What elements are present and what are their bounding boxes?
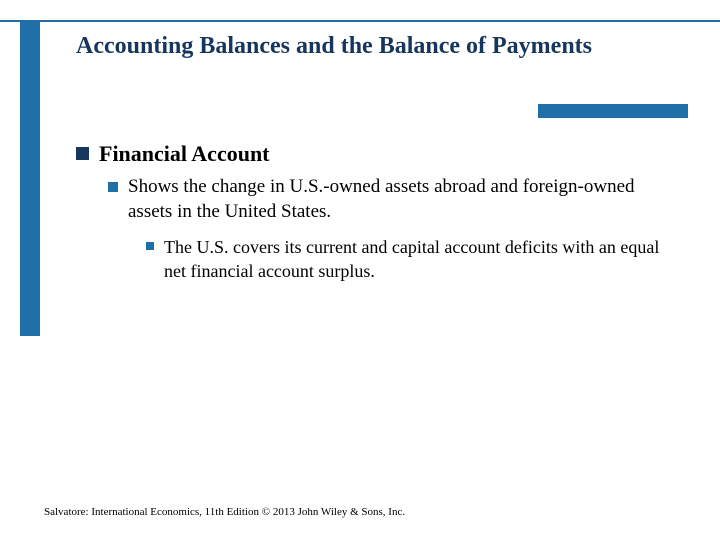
square-bullet-icon — [76, 147, 89, 160]
top-divider — [0, 20, 720, 22]
slide: Accounting Balances and the Balance of P… — [0, 0, 720, 540]
level-2-text: Shows the change in U.S.-owned assets ab… — [128, 174, 670, 225]
square-bullet-icon — [108, 182, 118, 192]
left-accent-bar — [20, 20, 40, 336]
slide-footer: Salvatore: International Economics, 11th… — [44, 506, 405, 518]
level-3-text: The U.S. covers its current and capital … — [164, 235, 670, 284]
bullet-level-2: Shows the change in U.S.-owned assets ab… — [108, 174, 670, 225]
slide-title: Accounting Balances and the Balance of P… — [76, 32, 660, 61]
slide-content: Financial Account Shows the change in U.… — [76, 140, 670, 283]
square-bullet-icon — [146, 242, 154, 250]
level-1-text: Financial Account — [99, 140, 270, 168]
bullet-level-3: The U.S. covers its current and capital … — [146, 235, 670, 284]
bullet-level-1: Financial Account — [76, 140, 670, 168]
right-accent-bar — [538, 104, 688, 118]
